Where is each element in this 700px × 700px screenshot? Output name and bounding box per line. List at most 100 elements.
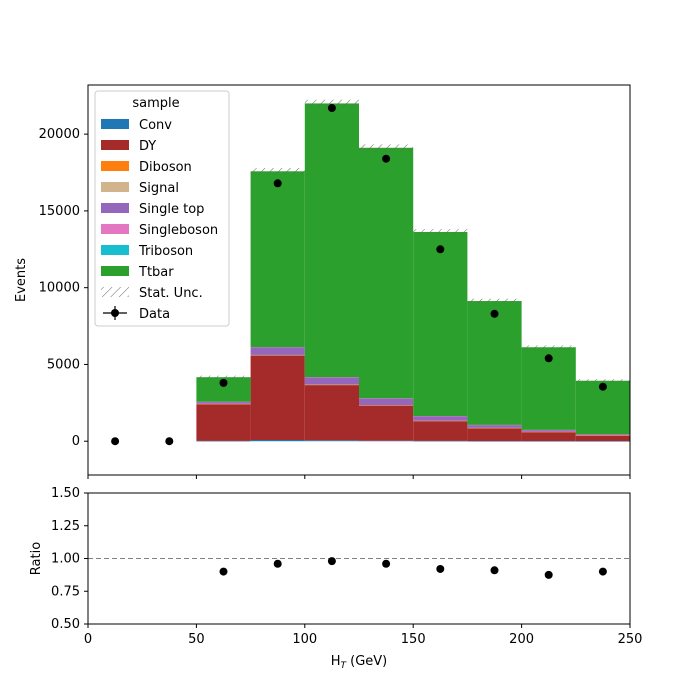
legend-label-7: Ttbar [138, 265, 174, 280]
legend-label-4: Single top [139, 202, 204, 217]
legend-swatch-4 [101, 203, 129, 213]
main-ytick-label-5000: 5000 [47, 357, 80, 372]
data-point-0 [111, 437, 120, 446]
bar-dy-6 [413, 420, 468, 441]
ratio-ylabel: Ratio [29, 542, 44, 575]
ratio-point-0 [219, 567, 228, 576]
bar-conv-8 [521, 441, 576, 442]
data-point-2 [219, 378, 228, 387]
xtick-label-0: 0 [84, 632, 92, 647]
bar-signal-2 [196, 403, 251, 405]
stat-unc-band-3 [250, 168, 305, 175]
bar-conv-4 [304, 440, 359, 442]
ratio-ytick-label-0.50: 0.50 [51, 617, 80, 632]
bar-signal-9 [575, 435, 630, 436]
legend-swatch-5 [101, 224, 129, 234]
main-ytick-label-0: 0 [72, 434, 80, 449]
xtick-label-200: 200 [509, 632, 534, 647]
bar-singleboson-3 [250, 347, 305, 348]
legend-swatch-0 [101, 119, 129, 129]
bar-signal-6 [413, 420, 468, 422]
stat-unc-band-4 [304, 99, 359, 108]
bar-single-top-3 [250, 347, 305, 355]
bar-ttbar-4 [304, 103, 359, 378]
bar-singleboson-6 [413, 416, 468, 417]
legend-label-5: Singleboson [139, 223, 218, 238]
ratio-ytick-label-1.25: 1.25 [51, 519, 80, 534]
bar-signal-8 [521, 431, 576, 433]
ratio-ytick-label-1.50: 1.50 [51, 486, 80, 501]
main-ytick-label-15000: 15000 [39, 204, 80, 219]
ratio-ytick-label-1.00: 1.00 [51, 552, 80, 567]
data-point-3 [273, 179, 282, 188]
main-ytick-label-10000: 10000 [39, 281, 80, 296]
bar-dy-8 [521, 431, 576, 442]
legend-label-0: Conv [139, 118, 172, 133]
ratio-point-4 [436, 564, 445, 573]
ratio-point-7 [598, 567, 607, 576]
legend-label-1: DY [139, 139, 156, 154]
data-point-6 [436, 245, 445, 254]
xtick-label-150: 150 [401, 632, 426, 647]
legend-title: sample [132, 96, 179, 111]
bar-dy-5 [359, 405, 414, 441]
stat-unc-band-5 [359, 144, 414, 152]
legend-label-stat-unc: Stat. Unc. [139, 286, 203, 301]
ratio-point-3 [382, 559, 391, 568]
ratio-ytick-label-0.75: 0.75 [51, 584, 80, 599]
legend-label-6: Triboson [138, 244, 193, 259]
legend-data-marker [111, 309, 119, 317]
bar-single-top-9 [575, 434, 630, 436]
bar-singleboson-5 [359, 398, 414, 399]
stat-unc-band-8 [521, 345, 576, 350]
data-point-1 [165, 437, 174, 446]
bar-ttbar-7 [467, 301, 522, 425]
bar-conv-7 [467, 441, 522, 442]
bar-dy-3 [250, 355, 305, 440]
data-point-9 [598, 382, 607, 391]
legend-swatch-7 [101, 266, 129, 276]
xtick-label-50: 50 [188, 632, 205, 647]
stat-unc-band-9 [575, 379, 630, 383]
stat-unc-band-6 [413, 229, 468, 235]
ratio-point-2 [327, 557, 336, 566]
xtick-label-250: 250 [618, 632, 643, 647]
bar-ttbar-3 [250, 171, 305, 348]
main-plot: 0 5000 10000 15000 20000 Events sample Conv DY Di… [14, 84, 631, 479]
legend-swatch-3 [101, 182, 129, 192]
bar-singleboson-2 [196, 401, 251, 403]
bar-conv-2 [196, 440, 251, 442]
bar-ttbar-6 [413, 231, 468, 417]
bar-signal-7 [467, 427, 522, 429]
xtick-label-100: 100 [292, 632, 317, 647]
bar-conv-5 [359, 440, 414, 442]
bar-dy-4 [304, 385, 359, 441]
legend-swatch-1 [101, 140, 129, 150]
bar-dy-2 [196, 404, 251, 441]
data-point-4 [327, 104, 336, 113]
bar-single-top-6 [413, 416, 468, 421]
bar-signal-3 [250, 354, 305, 356]
stat-unc-band-7 [467, 298, 522, 304]
legend-swatch-2 [101, 161, 129, 171]
main-ylabel: Events [14, 258, 29, 302]
data-point-8 [544, 354, 553, 363]
bar-singleboson-7 [467, 424, 522, 426]
bar-singleboson-9 [575, 434, 630, 435]
bar-single-top-2 [196, 401, 251, 404]
bar-singleboson-4 [304, 377, 359, 378]
legend-label-data: Data [139, 307, 170, 322]
legend-label-3: Signal [139, 181, 179, 196]
legend-swatch-stat-unc [101, 287, 129, 297]
main-ytick-label-20000: 20000 [39, 127, 80, 142]
bar-conv-6 [413, 440, 468, 442]
data-point-5 [382, 154, 391, 163]
bar-single-top-4 [304, 377, 359, 385]
stat-unc-band-2 [196, 375, 251, 379]
bar-conv-3 [250, 439, 305, 442]
ratio-point-1 [273, 559, 282, 568]
legend-swatch-6 [101, 245, 129, 255]
bar-single-top-5 [359, 398, 414, 406]
main-plot-frame [87, 84, 631, 476]
bar-single-top-7 [467, 424, 522, 428]
